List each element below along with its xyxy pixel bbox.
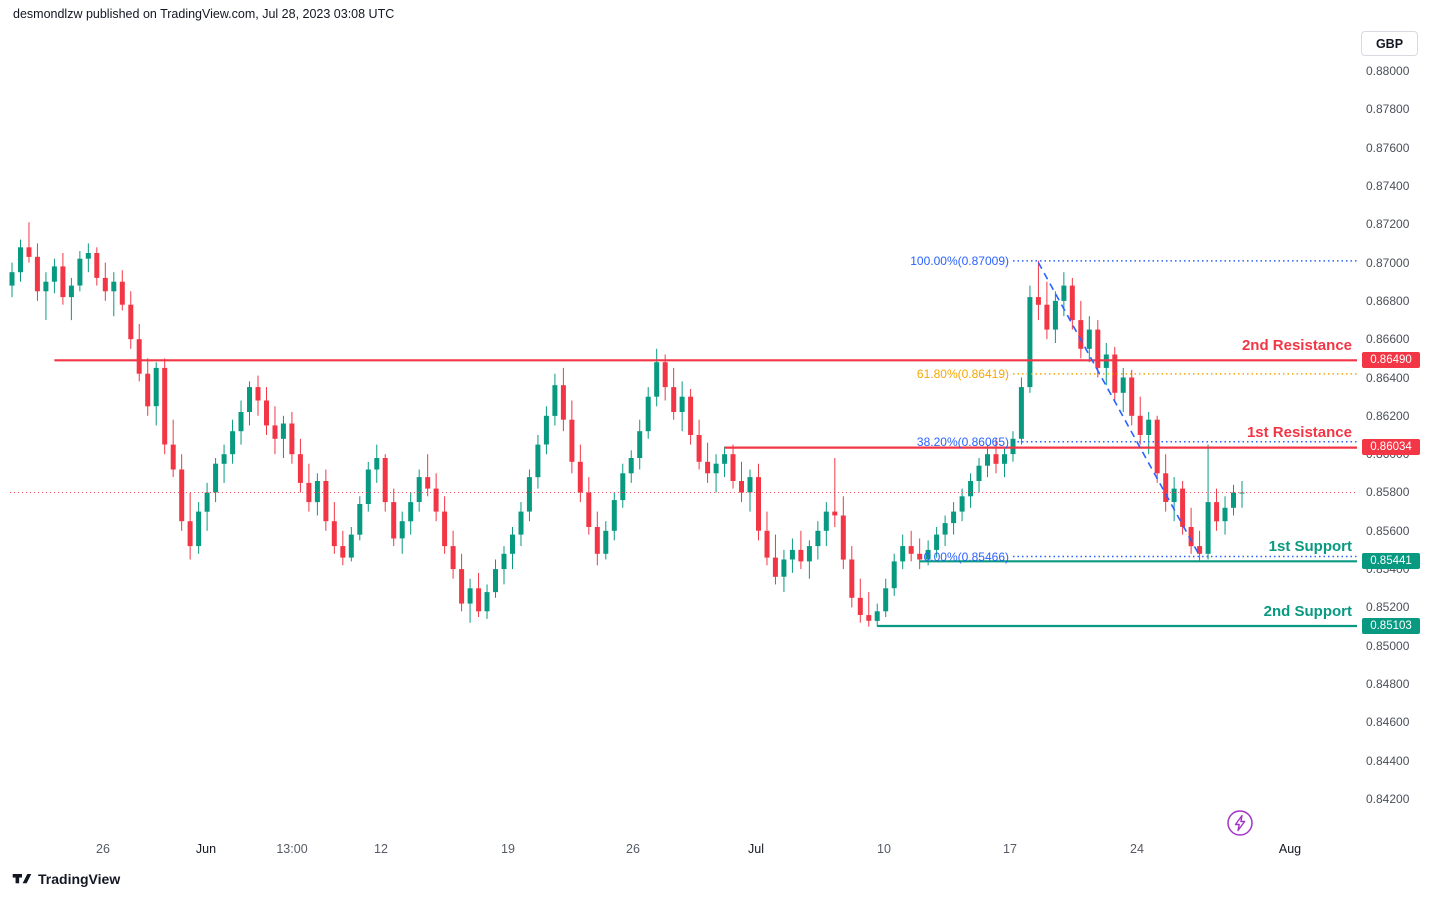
- fib-100-label[interactable]: 100.00%(0.87009): [910, 254, 1009, 268]
- price-tick: 0.85800: [1366, 485, 1410, 500]
- price-tick: 0.84800: [1366, 677, 1410, 692]
- price-tick: 0.85200: [1366, 600, 1410, 615]
- first-support-label[interactable]: 1st Support: [1268, 538, 1352, 555]
- price-tick: 0.86600: [1366, 332, 1410, 347]
- tradingview-brand-text: TradingView: [38, 871, 121, 887]
- time-tick: 17: [1003, 842, 1017, 856]
- currency-button[interactable]: GBP: [1361, 31, 1418, 56]
- first-resistance-label[interactable]: 1st Resistance: [1246, 424, 1352, 441]
- flash-icon[interactable]: [1226, 809, 1254, 837]
- price-tick: 0.86200: [1366, 408, 1410, 423]
- price-tick: 0.84600: [1366, 715, 1410, 730]
- price-tick: 0.88000: [1366, 64, 1410, 78]
- time-axis[interactable]: 26 Jun 13:00 12 19 26 Jul 10 17 24 Aug: [0, 842, 1358, 862]
- time-tick: 26: [626, 842, 640, 856]
- time-tick: Aug: [1278, 842, 1302, 856]
- price-tick: 0.85600: [1366, 523, 1410, 538]
- price-badge-second-support: 0.85103: [1362, 617, 1420, 634]
- time-tick: 26: [96, 842, 110, 856]
- price-tick: 0.85000: [1366, 638, 1410, 653]
- trendline[interactable]: [1037, 262, 1201, 557]
- second-support-label[interactable]: 2nd Support: [1263, 603, 1352, 620]
- tradingview-logo-icon: [12, 874, 32, 884]
- fib-0-label[interactable]: 0.00%(0.85466): [923, 550, 1009, 564]
- fib-618-label[interactable]: 61.80%(0.86419): [916, 367, 1009, 381]
- price-tick: 0.86400: [1366, 370, 1410, 385]
- fib-382-label[interactable]: 38.20%(0.86065): [916, 435, 1009, 449]
- price-tick: 0.87200: [1366, 217, 1410, 232]
- price-tick: 0.84200: [1366, 792, 1410, 806]
- price-badge-second-resistance: 0.86490: [1362, 351, 1420, 368]
- second-resistance-label[interactable]: 2nd Resistance: [1241, 337, 1352, 354]
- time-tick: 19: [501, 842, 515, 856]
- time-tick: 24: [1130, 842, 1144, 856]
- price-badge-first-resistance: 0.86034: [1362, 439, 1420, 456]
- price-badge-first-support: 0.85441: [1362, 552, 1420, 569]
- candlestick-series: [9, 222, 1245, 627]
- time-tick: 13:00: [276, 842, 308, 856]
- published-caption: desmondlzw published on TradingView.com,…: [13, 7, 395, 21]
- time-tick: 10: [877, 842, 891, 856]
- price-tick: 0.87800: [1366, 102, 1410, 117]
- price-tick: 0.87600: [1366, 140, 1410, 155]
- price-tick: 0.87400: [1366, 178, 1410, 193]
- time-tick: 12: [374, 842, 388, 856]
- price-tick: 0.86800: [1366, 293, 1410, 308]
- price-axis[interactable]: 0.84200 0.84400 0.84600 0.84800 0.85000 0.852…: [1358, 0, 1429, 840]
- time-tick: Jun: [195, 842, 217, 856]
- price-tick: 0.84400: [1366, 753, 1410, 768]
- time-tick: Jul: [748, 842, 764, 856]
- price-tick: 0.87000: [1366, 255, 1410, 270]
- tradingview-brand[interactable]: TradingView: [12, 869, 120, 889]
